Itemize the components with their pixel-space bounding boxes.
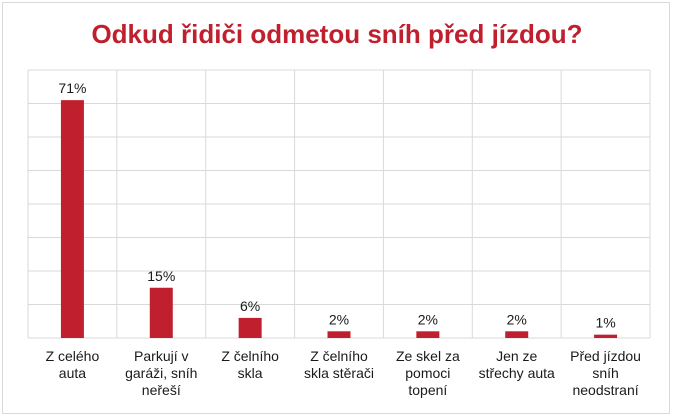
x-tick-label-line: Jen ze xyxy=(496,348,538,364)
x-tick-label-3: Z čelního skla xyxy=(206,348,295,382)
x-tick-label-2: Parkují v garáži, sníh neřeší xyxy=(117,348,206,399)
bar-7 xyxy=(594,334,618,338)
x-tick-label-line: sníh xyxy=(592,365,619,381)
x-tick-label-line: neodstraní xyxy=(572,382,639,398)
x-tick-label-6: Jen ze střechy auta xyxy=(472,348,561,382)
bar-1 xyxy=(60,100,84,339)
x-tick-label-line: Parkují v xyxy=(134,348,189,364)
x-tick-label-4: Z čelního skla stěrači xyxy=(295,348,384,382)
data-label-2: 15% xyxy=(147,268,175,284)
data-label-6: 2% xyxy=(507,311,527,327)
bar-4 xyxy=(327,331,351,338)
data-label-1: 71% xyxy=(58,80,86,96)
chart-title: Odkud řidiči odmetou sníh před jízdou? xyxy=(91,19,583,49)
x-tick-label-line: Z čelního xyxy=(310,348,368,364)
bar-6 xyxy=(505,331,529,338)
data-label-4: 2% xyxy=(329,311,349,327)
chart-frame xyxy=(2,2,670,414)
data-label-3: 6% xyxy=(240,298,260,314)
x-tick-label-line: Před jízdou xyxy=(570,348,641,364)
x-tick-label-line: střechy auta xyxy=(478,365,555,381)
x-tick-label-7: Před jízdou sníh neodstraní xyxy=(561,348,650,399)
x-tick-label-line: skla xyxy=(237,365,263,381)
x-tick-label-line: Ze skel za xyxy=(395,348,460,364)
x-tick-label-line: topení xyxy=(408,382,448,398)
data-label-5: 2% xyxy=(418,311,438,327)
bar-2 xyxy=(149,287,173,338)
x-tick-label-line: auta xyxy=(58,365,87,381)
x-tick-label-line: skla stěrači xyxy=(303,365,374,381)
x-tick-label-line: neřeší xyxy=(141,382,181,398)
x-tick-label-line: Z čelního xyxy=(221,348,279,364)
x-tick-label-line: garáži, sníh xyxy=(125,365,198,381)
bar-5 xyxy=(416,331,440,338)
x-tick-label-5: Ze skel za pomoci topení xyxy=(383,348,472,399)
x-tick-label-1: Z celého auta xyxy=(28,348,117,382)
x-tick-label-line: Z celého xyxy=(45,348,100,364)
x-tick-label-line: pomoci xyxy=(405,365,451,381)
bar-3 xyxy=(238,317,262,338)
data-label-7: 1% xyxy=(595,315,615,331)
